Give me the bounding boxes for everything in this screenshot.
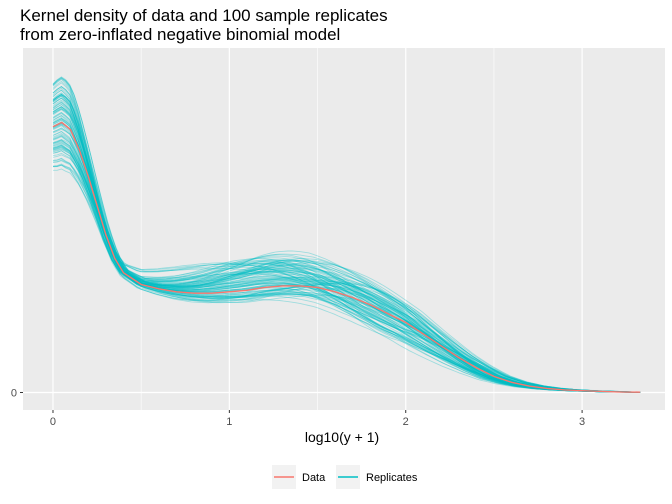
replicate-curve <box>52 89 641 393</box>
replicate-curve <box>52 123 641 393</box>
chart-title-line-1: Kernel density of data and 100 sample re… <box>20 6 388 25</box>
replicate-curve <box>52 121 641 393</box>
x-tick-label: 3 <box>579 416 585 428</box>
replicate-curve <box>52 125 641 393</box>
replicate-curve <box>52 113 641 393</box>
replicate-curve <box>52 119 641 393</box>
replicate-curve <box>52 76 641 393</box>
x-tick-label: 2 <box>403 416 409 428</box>
replicate-curve <box>52 106 641 393</box>
replicate-curve <box>52 124 641 393</box>
replicate-curve <box>52 108 641 393</box>
replicate-curve <box>52 146 641 393</box>
replicate-curve <box>52 97 641 393</box>
replicate-curve <box>52 77 641 393</box>
replicate-curve <box>52 160 641 393</box>
legend-label-data: Data <box>302 472 326 484</box>
replicate-curve <box>52 145 641 393</box>
replicate-curve <box>52 154 641 393</box>
replicate-curve <box>52 93 641 393</box>
replicate-curve <box>52 86 641 393</box>
replicate-curve <box>52 77 641 393</box>
replicate-curve <box>52 109 641 393</box>
replicate-curve <box>52 164 641 393</box>
legend: Data Replicates <box>272 465 418 489</box>
replicate-curve <box>52 143 641 393</box>
replicate-curve <box>52 95 641 393</box>
replicate-curve <box>52 139 641 393</box>
x-axis-ticks: 0 1 2 3 <box>50 410 585 428</box>
replicate-curve <box>52 123 641 393</box>
replicate-curve <box>52 127 641 393</box>
legend-label-replicates: Replicates <box>366 472 418 484</box>
x-tick-label: 0 <box>50 416 56 428</box>
replicate-curve <box>52 148 641 393</box>
replicate-curve <box>52 87 641 393</box>
y-tick-label: 0 <box>11 387 17 399</box>
replicate-curve <box>52 93 641 393</box>
x-tick-label: 1 <box>226 416 232 428</box>
major-gridlines <box>23 48 665 410</box>
replicate-curve <box>52 128 641 393</box>
replicate-curve <box>52 146 641 393</box>
chart-title-line-2: from zero-inflated negative binomial mod… <box>20 25 340 44</box>
replicate-curve <box>52 101 641 393</box>
replicate-curve <box>52 158 641 393</box>
replicate-curve <box>52 149 641 393</box>
plot-panel <box>23 48 665 410</box>
replicate-curve <box>52 159 641 393</box>
y-axis-ticks: 0 <box>11 387 23 399</box>
replicate-curve <box>52 93 641 393</box>
replicate-curve <box>52 144 641 393</box>
replicate-curve <box>52 76 641 393</box>
replicate-curve <box>52 89 641 393</box>
data-density-curve <box>52 121 641 393</box>
replicate-curve <box>52 148 641 393</box>
replicate-curve <box>52 118 641 393</box>
minor-gridlines <box>140 48 495 410</box>
replicate-curve <box>52 144 641 393</box>
replicate-curve <box>52 152 641 393</box>
replicate-curve <box>52 121 641 393</box>
replicate-curve <box>52 112 641 393</box>
replicate-curve <box>52 118 641 393</box>
replicate-curve <box>52 78 641 393</box>
x-axis-label: log10(y + 1) <box>305 429 379 445</box>
replicate-curve <box>52 103 641 393</box>
